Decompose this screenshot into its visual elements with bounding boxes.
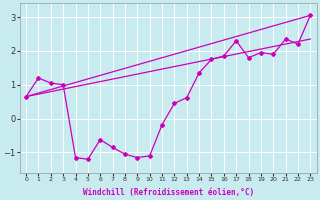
X-axis label: Windchill (Refroidissement éolien,°C): Windchill (Refroidissement éolien,°C) (83, 188, 254, 197)
